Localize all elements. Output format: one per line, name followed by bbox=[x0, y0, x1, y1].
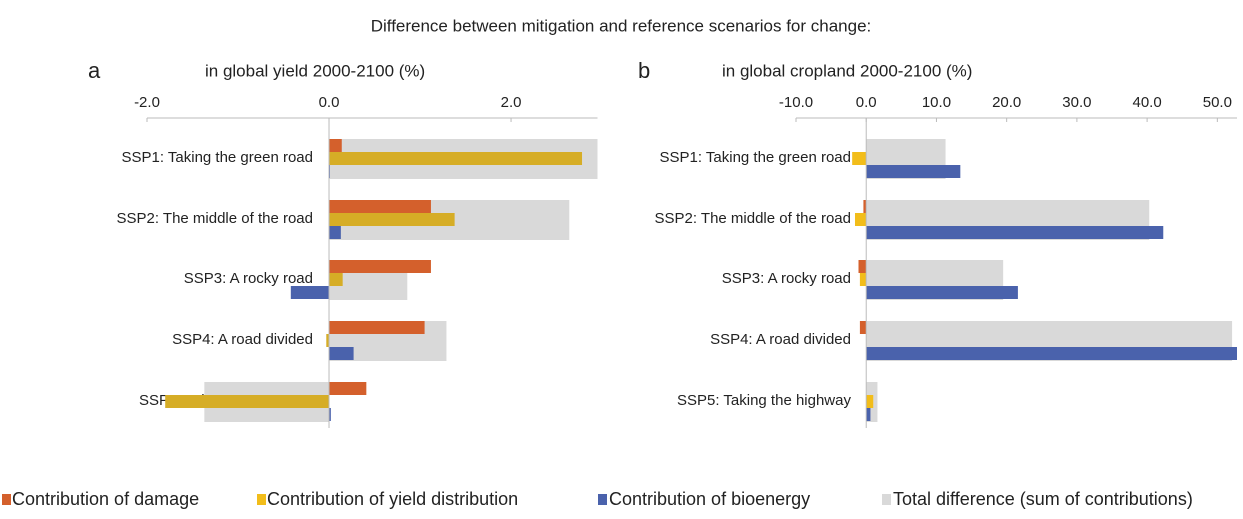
category-label: SSP2: The middle of the road bbox=[654, 210, 851, 227]
bar bbox=[854, 213, 867, 226]
bar bbox=[290, 286, 330, 299]
bar bbox=[852, 152, 867, 165]
x-tick-label: 10.0 bbox=[922, 94, 951, 111]
legend-label: Contribution of damage bbox=[12, 489, 199, 509]
category-label: SSP3: A rocky road bbox=[722, 270, 851, 287]
legend-label: Contribution of bioenergy bbox=[609, 489, 810, 509]
x-tick-label: 50.0 bbox=[1203, 94, 1232, 111]
bar bbox=[329, 226, 341, 239]
legend-swatch bbox=[598, 494, 607, 505]
figure-title: Difference between mitigation and refere… bbox=[371, 16, 872, 35]
x-tick-label: 20.0 bbox=[992, 94, 1021, 111]
panel-letter: a bbox=[88, 58, 101, 83]
bar bbox=[329, 408, 331, 421]
category-label: SSP1: Taking the green road bbox=[121, 149, 313, 166]
legend-swatch bbox=[882, 494, 891, 505]
bar bbox=[165, 395, 330, 408]
bar bbox=[859, 321, 867, 334]
bar bbox=[329, 321, 425, 334]
legend-label: Contribution of yield distribution bbox=[267, 489, 518, 509]
x-tick-label: 0.0 bbox=[856, 94, 877, 111]
bar bbox=[329, 382, 367, 395]
bar bbox=[329, 213, 455, 226]
bar bbox=[866, 347, 1237, 360]
panel-letter: b bbox=[638, 58, 650, 83]
bar bbox=[329, 200, 431, 213]
bar bbox=[866, 165, 961, 178]
bar bbox=[329, 260, 431, 273]
bar bbox=[329, 347, 354, 360]
bar bbox=[326, 334, 330, 347]
legend-label: Total difference (sum of contributions) bbox=[893, 489, 1193, 509]
bar bbox=[866, 408, 871, 421]
category-label: SSP3: A rocky road bbox=[184, 270, 313, 287]
bar bbox=[866, 395, 874, 408]
x-tick-label: 0.0 bbox=[319, 94, 340, 111]
bar bbox=[329, 152, 583, 165]
category-label: SSP4: A road divided bbox=[172, 331, 313, 348]
bar bbox=[859, 273, 867, 286]
x-tick-label: 2.0 bbox=[501, 94, 522, 111]
bar bbox=[866, 286, 1018, 299]
bar bbox=[858, 260, 867, 273]
bar bbox=[329, 273, 343, 286]
bar bbox=[866, 226, 1164, 239]
bar bbox=[329, 139, 342, 152]
x-tick-label: -10.0 bbox=[779, 94, 813, 111]
category-label: SSP4: A road divided bbox=[710, 331, 851, 348]
bar bbox=[863, 200, 867, 213]
panel-title: in global cropland 2000-2100 (%) bbox=[722, 61, 972, 80]
panel-title: in global yield 2000-2100 (%) bbox=[205, 61, 425, 80]
category-label: SSP1: Taking the green road bbox=[659, 149, 851, 166]
legend-swatch bbox=[257, 494, 266, 505]
x-tick-label: -2.0 bbox=[134, 94, 160, 111]
x-tick-label: 30.0 bbox=[1062, 94, 1091, 111]
legend-swatch bbox=[2, 494, 11, 505]
category-label: SSP5: Taking the highway bbox=[677, 392, 852, 409]
category-label: SSP2: The middle of the road bbox=[116, 210, 313, 227]
x-tick-label: 40.0 bbox=[1133, 94, 1162, 111]
